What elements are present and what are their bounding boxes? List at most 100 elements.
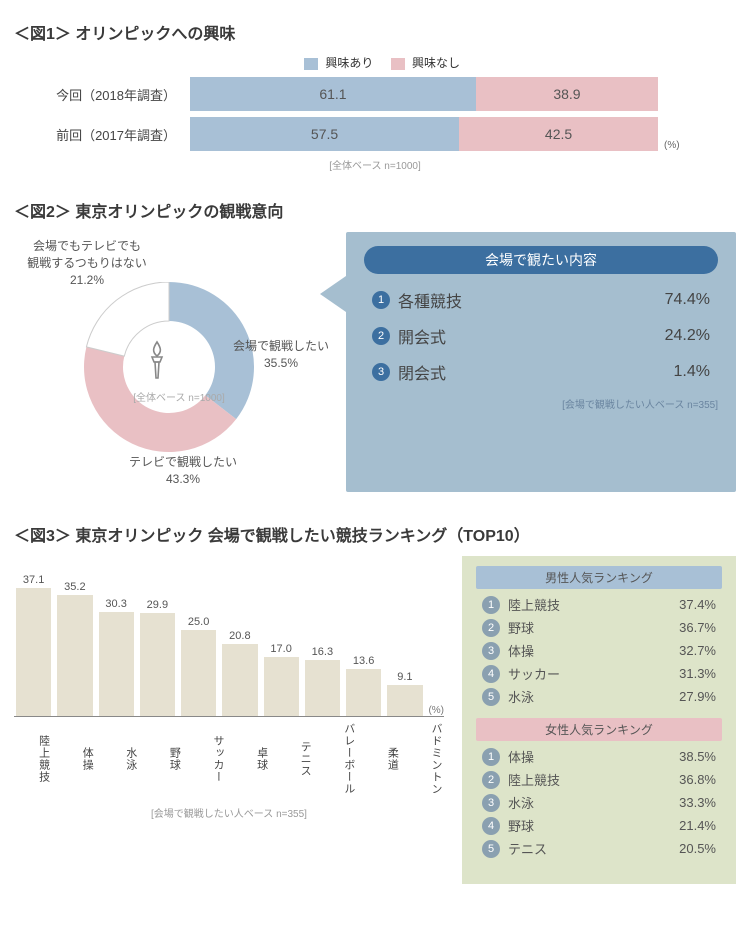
rank-female: 女性人気ランキング 1体操38.5%2陸上競技36.8%3水泳33.3%4野球2… (476, 718, 722, 860)
rank-number-badge: 4 (482, 665, 500, 683)
fig1-bar: 61.138.9 (190, 77, 658, 111)
fig1-row-label: 今回（2018年調査） (14, 85, 190, 104)
rank-panel: 男性人気ランキング 1陸上競技37.4%2野球36.7%3体操32.7%4サッカ… (462, 556, 736, 884)
donut-slice-label: テレビで観戦したい43.3% (108, 454, 258, 488)
rank-row-value: 21.4% (679, 818, 716, 833)
callout-item-name: 開会式 (398, 324, 665, 348)
rank-number-badge: 1 (372, 291, 390, 309)
fig3-bar-value: 29.9 (147, 599, 168, 611)
fig3-note: [会場で観戦したい人ベース n=355] (14, 805, 444, 820)
legend-swatch-b (391, 58, 405, 70)
fig3-bar (222, 644, 257, 716)
rank-row: 4サッカー31.3% (476, 662, 722, 685)
rank-row-name: 野球 (508, 618, 679, 637)
fig1-chart: 興味あり 興味なし 今回（2018年調査）61.138.9 前回（2017年調査）… (14, 54, 736, 172)
legend-label-a: 興味あり (325, 56, 373, 70)
rank-number-badge: 2 (372, 327, 390, 345)
rank-row-name: 野球 (508, 816, 679, 835)
donut-slice-label: 会場で観戦したい35.5% (206, 338, 356, 372)
fig1-seg-a: 61.1 (190, 77, 476, 111)
rank-row: 2野球36.7% (476, 616, 722, 639)
fig1-seg-a: 57.5 (190, 117, 459, 151)
fig3-bar (305, 660, 340, 716)
rank-number-badge: 3 (372, 363, 390, 381)
rank-row-value: 27.9% (679, 689, 716, 704)
rank-number-badge: 3 (482, 794, 500, 812)
rank-row-name: 水泳 (508, 793, 679, 812)
legend-swatch-a (304, 58, 318, 70)
callout-item: 3 閉会式1.4% (372, 360, 710, 384)
fig2-title: ＜図2＞ 東京オリンピックの観戦意向 (14, 198, 736, 222)
rank-number-badge: 5 (482, 840, 500, 858)
rank-row: 5テニス20.5% (476, 837, 722, 860)
rank-number-badge: 4 (482, 817, 500, 835)
fig3-unit: (%) (428, 705, 444, 716)
callout-panel: 会場で観たい内容 1各種競技74.4%2開会式24.2%3閉会式1.4% [会場… (346, 232, 736, 492)
rank-row: 3水泳33.3% (476, 791, 722, 814)
rank-row-value: 37.4% (679, 597, 716, 612)
rank-row-value: 38.5% (679, 749, 716, 764)
fig1-seg-b: 38.9 (476, 77, 658, 111)
fig3-bar-col: 35.2 (57, 581, 92, 716)
rank-number-badge: 3 (482, 642, 500, 660)
fig3-bar (57, 595, 92, 716)
fig3-bar (16, 588, 51, 716)
rank-row: 1体操38.5% (476, 745, 722, 768)
fig3-bar (181, 630, 216, 716)
fig3-bar-col: 20.8 (222, 630, 257, 716)
rank-number-badge: 5 (482, 688, 500, 706)
callout-item-name: 閉会式 (398, 360, 674, 384)
fig3-bar (264, 657, 299, 716)
fig3-x-label: 柔道 (363, 723, 401, 795)
fig3-bar (387, 685, 422, 716)
fig1-row: 前回（2017年調査）57.542.5(%) (14, 117, 736, 151)
fig3-bar-col: 29.9 (140, 599, 175, 716)
rank-row-value: 32.7% (679, 643, 716, 658)
rank-row-name: サッカー (508, 664, 679, 683)
fig1-title: ＜図1＞ オリンピックへの興味 (14, 20, 736, 44)
rank-male: 男性人気ランキング 1 陸上競技37.4% 2野球36.7% 3 体操32.7% 4 サッカ… (476, 566, 722, 708)
fig3-bar-value: 20.8 (229, 630, 250, 642)
callout-item-value: 1.4% (674, 363, 710, 381)
fig3-x-label: 体操 (58, 723, 96, 795)
rank-row: 3 体操32.7% (476, 639, 722, 662)
torch-icon (144, 340, 170, 386)
rank-row: 1 陸上競技37.4% (476, 593, 722, 616)
fig3-x-label: バドミントン (406, 723, 444, 795)
fig3-bar-value: 30.3 (105, 598, 126, 610)
rank-row-name: 陸上競技 (508, 595, 679, 614)
fig3-bar (346, 669, 381, 716)
fig3-title: ＜図3＞ 東京オリンピック 会場で観戦したい競技ランキング（TOP10） (14, 522, 736, 546)
callout-item: 1各種競技74.4% (372, 288, 710, 312)
rank-number-badge: 1 (482, 748, 500, 766)
fig1-row: 今回（2018年調査）61.138.9 (14, 77, 736, 111)
fig3-wrap: 37.135.230.329.925.020.817.016.313.69.1 … (14, 556, 736, 884)
rank-row-name: 体操 (508, 641, 679, 660)
callout-pointer-icon (320, 276, 346, 312)
callout-header: 会場で観たい内容 (364, 246, 718, 274)
fig3-bar-value: 37.1 (23, 574, 44, 586)
fig3-bar-col: 37.1 (16, 574, 51, 716)
rank-number-badge: 1 (482, 596, 500, 614)
fig3-bar-col: 17.0 (264, 643, 299, 716)
fig3-chart: 37.135.230.329.925.020.817.016.313.69.1 … (14, 556, 444, 884)
rank-row: 5水泳27.9% (476, 685, 722, 708)
fig3-x-label: テニス (276, 723, 314, 795)
fig3-bar-value: 17.0 (270, 643, 291, 655)
rank-row-name: 陸上競技 (508, 770, 679, 789)
donut-wrap: [全体ベース n=1000] 会場で観戦したい35.5%テレビで観戦したい43.… (14, 232, 324, 492)
legend-label-b: 興味なし (412, 56, 460, 70)
fig3-bar-col: 25.0 (181, 616, 216, 716)
rank-male-header: 男性人気ランキング (476, 566, 722, 589)
fig3-bar-col: 30.3 (99, 598, 134, 717)
fig3-bar-value: 25.0 (188, 616, 209, 628)
fig3-x-label: 野球 (145, 723, 183, 795)
fig3-bar-col: 13.6 (346, 655, 381, 716)
fig3-x-label: バレーボール (319, 723, 357, 795)
fig1-bar: 57.542.5 (190, 117, 658, 151)
rank-number-badge: 2 (482, 771, 500, 789)
rank-row-name: テニス (508, 839, 679, 858)
fig3-bar-value: 35.2 (64, 581, 85, 593)
fig1-note: [全体ベース n=1000] (14, 157, 736, 172)
fig3-bar-value: 13.6 (353, 655, 374, 667)
